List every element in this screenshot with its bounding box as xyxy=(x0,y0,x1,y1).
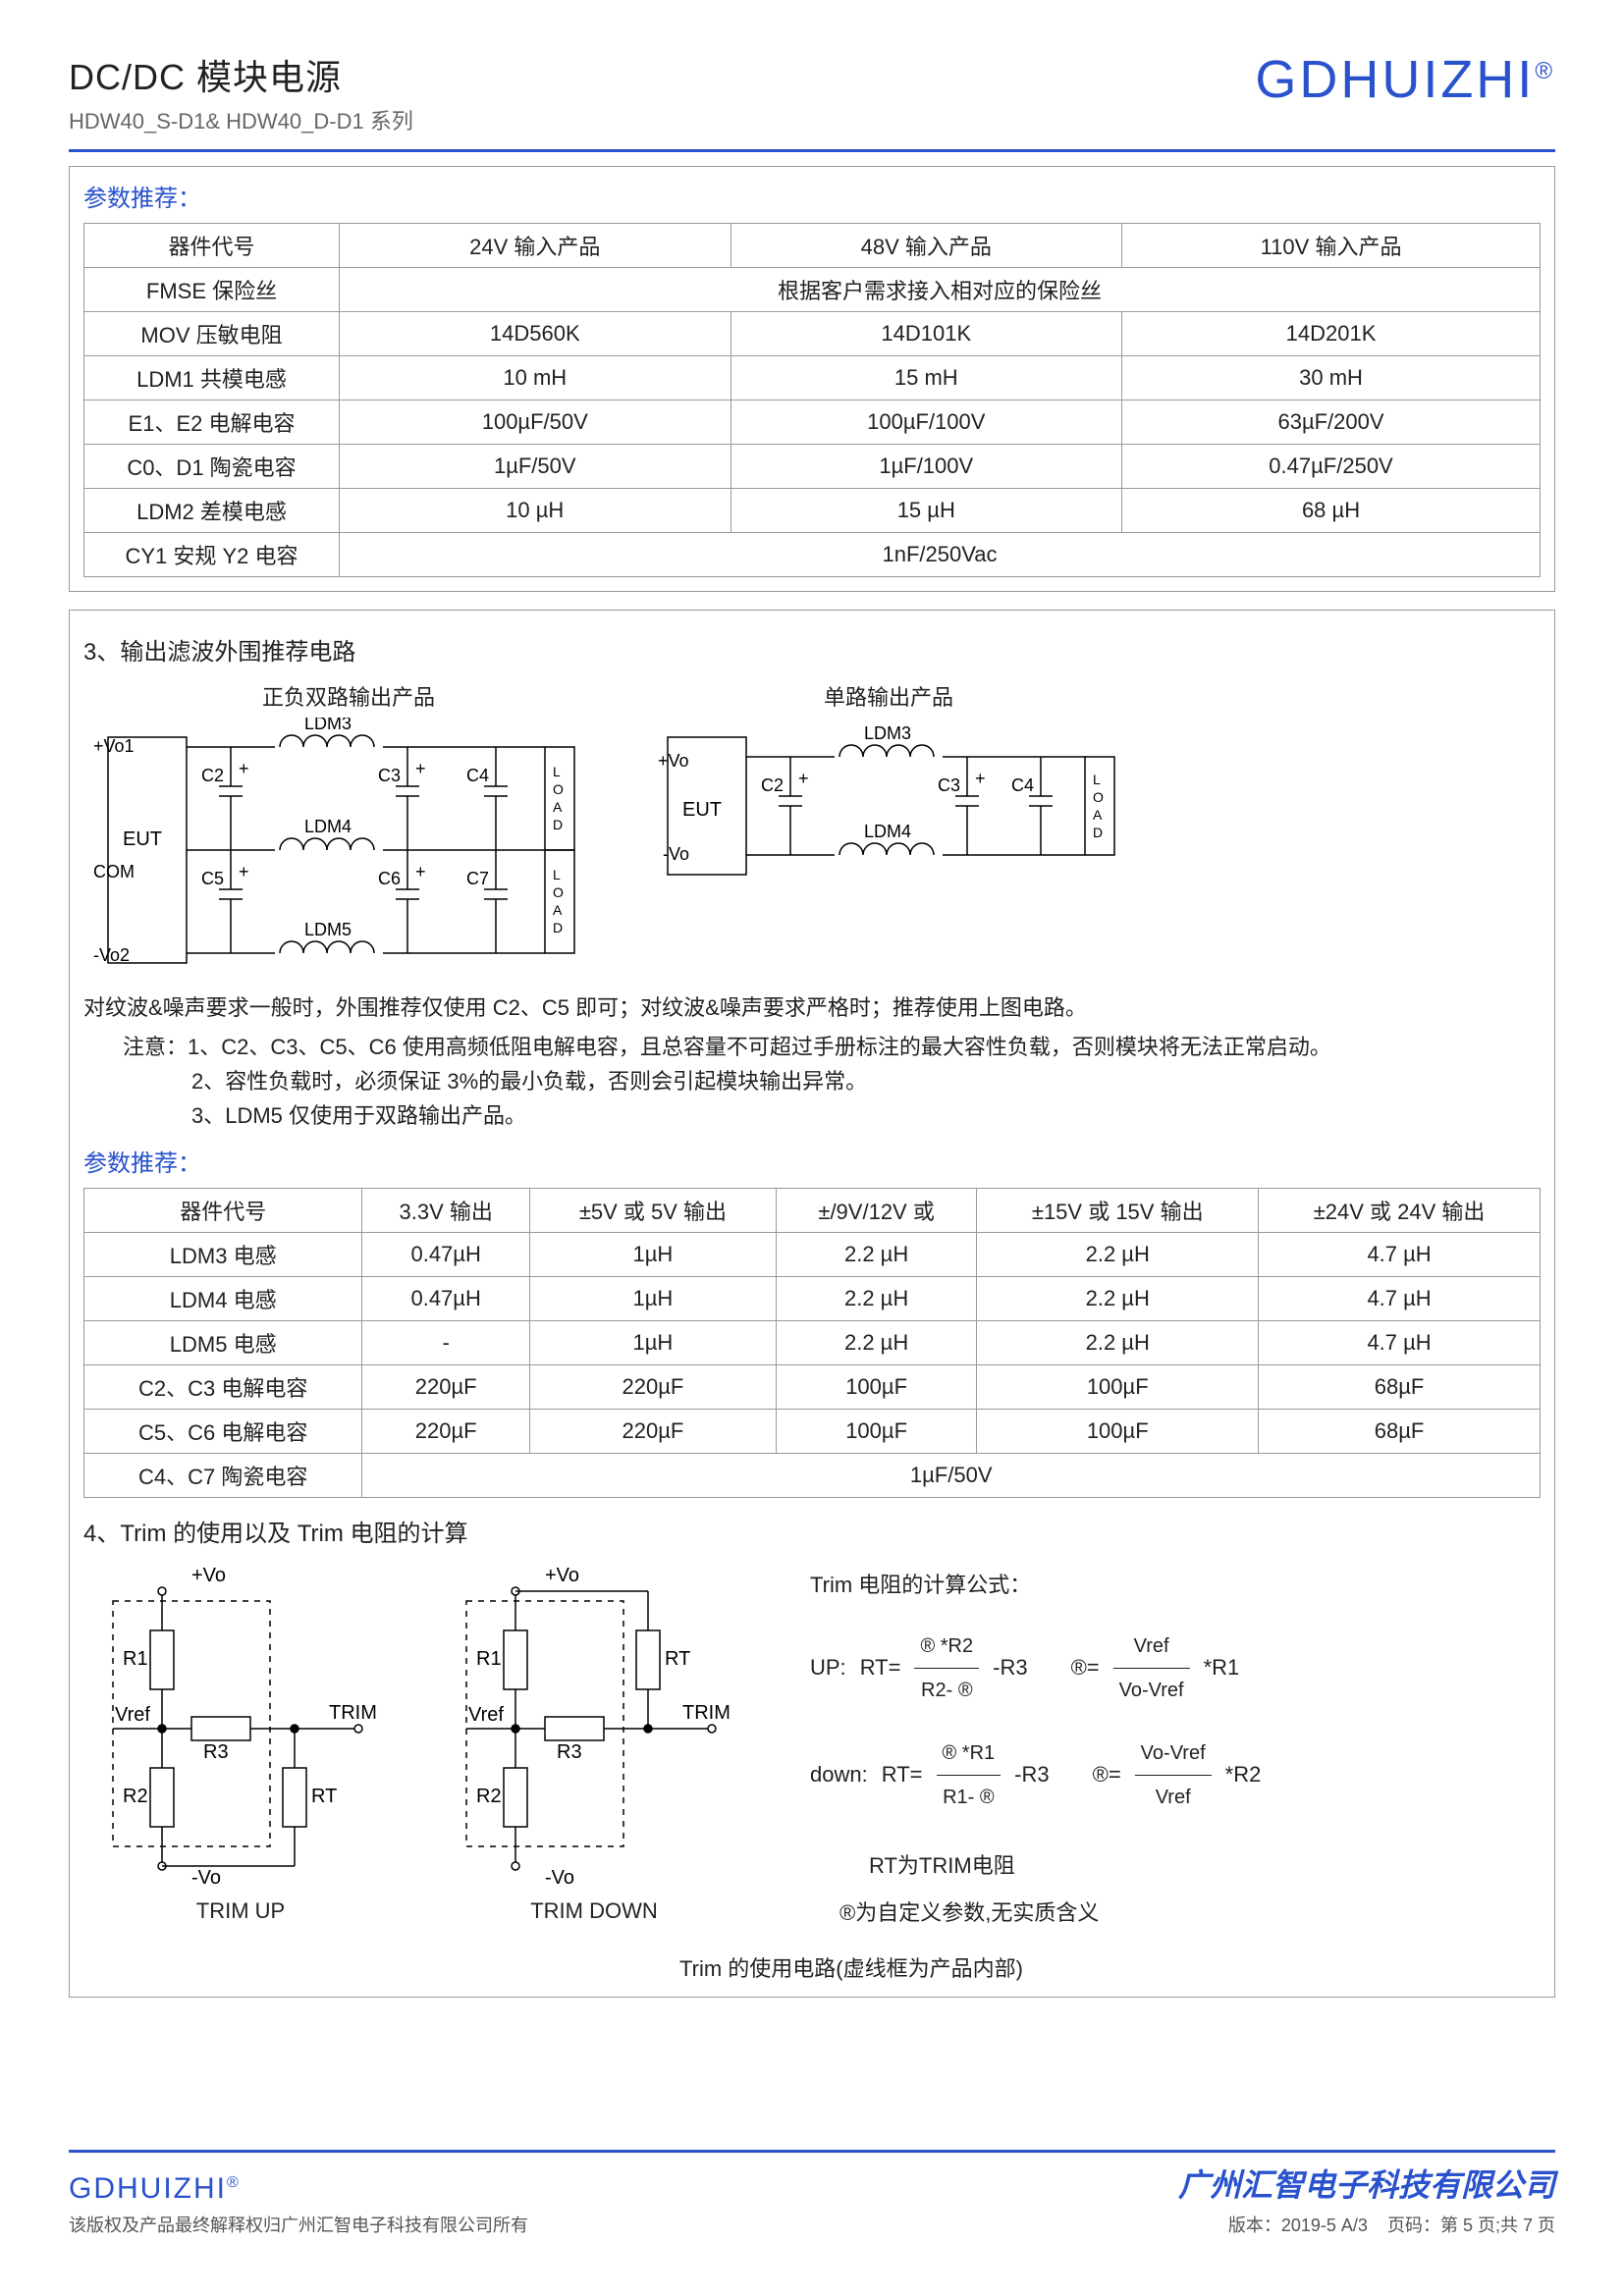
svg-text:O: O xyxy=(553,781,564,797)
svg-text:C3: C3 xyxy=(378,766,401,785)
trim-caption: Trim 的使用电路(虚线框为产品内部) xyxy=(162,1951,1541,1983)
section3-box: 3、输出滤波外围推荐电路 正负双路输出产品 +Vo1 EUT COM -Vo2 xyxy=(69,610,1555,1998)
svg-text:D: D xyxy=(553,817,563,832)
footer-company: 广州汇智电子科技有限公司 xyxy=(1178,2161,1555,2206)
svg-text:-Vo: -Vo xyxy=(663,844,689,864)
svg-text:+: + xyxy=(798,769,809,788)
svg-text:+: + xyxy=(239,862,249,881)
footer-page: 页码：第 5 页;共 7 页 xyxy=(1387,2216,1555,2235)
svg-text:RT: RT xyxy=(665,1648,690,1670)
svg-text:EUT: EUT xyxy=(123,828,162,850)
svg-text:RT: RT xyxy=(311,1786,337,1807)
section3-note: 对纹波&噪声要求一般时，外围推荐仅使用 C2、C5 即可；对纹波&噪声要求严格时… xyxy=(83,991,1541,1024)
svg-text:L: L xyxy=(553,764,561,779)
formula-title: Trim 电阻的计算公式： xyxy=(810,1562,1261,1609)
svg-text:COM: COM xyxy=(93,862,135,881)
diag2-title: 单路输出产品 xyxy=(643,680,1134,712)
svg-text:C4: C4 xyxy=(1011,775,1034,795)
section4-title: 4、Trim 的使用以及 Trim 电阻的计算 xyxy=(83,1514,1541,1548)
section3-note2: 2、容性负载时，必须保证 3%的最小负载，否则会引起模块输出异常。 xyxy=(191,1064,1541,1098)
svg-text:C3: C3 xyxy=(938,775,960,795)
svg-text:D: D xyxy=(1093,825,1103,840)
svg-text:Vref: Vref xyxy=(468,1704,504,1726)
svg-text:+: + xyxy=(239,759,249,778)
svg-text:TRIM: TRIM xyxy=(682,1702,731,1724)
output-filter-diagrams: 正负双路输出产品 +Vo1 EUT COM -Vo2 LDM3 xyxy=(83,680,1541,978)
svg-text:A: A xyxy=(553,799,563,815)
param2-table: 器件代号3.3V 输出±5V 或 5V 输出±/9V/12V 或±15V 或 1… xyxy=(83,1188,1541,1498)
svg-text:+: + xyxy=(975,769,986,788)
brand-logo: GDHUIZHI® xyxy=(1255,49,1555,110)
param1-table: 器件代号24V 输入产品48V 输入产品110V 输入产品 FMSE 保险丝根据… xyxy=(83,223,1541,577)
svg-text:-Vo: -Vo xyxy=(545,1867,574,1886)
trim-formulas: Trim 电阻的计算公式： UP: RT= ® *R2R2- ® -R3 ®= … xyxy=(810,1562,1261,1938)
page-header: DC/DC 模块电源 HDW40_S-D1& HDW40_D-D1 系列 GDH… xyxy=(69,49,1555,143)
param1-title: 参数推荐： xyxy=(83,179,1541,213)
section3-note3: 3、LDM5 仅使用于双路输出产品。 xyxy=(191,1098,1541,1133)
svg-text:LDM4: LDM4 xyxy=(864,822,911,841)
svg-text:L: L xyxy=(1093,772,1101,787)
footer-logo: GDHUIZHI® xyxy=(69,2172,241,2206)
svg-text:+: + xyxy=(415,862,426,881)
svg-text:-Vo: -Vo xyxy=(191,1867,221,1886)
page-title: DC/DC 模块电源 xyxy=(69,49,1255,100)
svg-text:R3: R3 xyxy=(557,1741,582,1763)
svg-text:O: O xyxy=(1093,789,1104,805)
page-footer: GDHUIZHI® 广州汇智电子科技有限公司 该版权及产品最终解释权归广州汇智电… xyxy=(69,2142,1555,2237)
svg-text:C5: C5 xyxy=(201,869,224,888)
svg-text:Vref: Vref xyxy=(115,1704,150,1726)
svg-text:C2: C2 xyxy=(761,775,784,795)
trim-up-circuit: +Vo R1 R2 Vref xyxy=(83,1562,398,1886)
svg-text:+Vo1: +Vo1 xyxy=(93,736,135,756)
svg-text:LDM3: LDM3 xyxy=(864,723,911,743)
svg-text:C7: C7 xyxy=(466,869,489,888)
header-rule xyxy=(69,149,1555,152)
svg-text:+Vo: +Vo xyxy=(191,1565,226,1586)
svg-text:O: O xyxy=(553,884,564,900)
formula-note1: RT为TRIM电阻 xyxy=(869,1842,1261,1890)
svg-text:-Vo2: -Vo2 xyxy=(93,945,130,965)
page-subtitle: HDW40_S-D1& HDW40_D-D1 系列 xyxy=(69,104,1255,135)
svg-text:TRIM: TRIM xyxy=(329,1702,377,1724)
section3-note1: 注意：1、C2、C3、C5、C6 使用高频低阻电解电容，且总容量不可超过手册标注… xyxy=(123,1030,1541,1064)
svg-text:R3: R3 xyxy=(203,1741,229,1763)
svg-text:A: A xyxy=(1093,807,1103,823)
svg-text:C4: C4 xyxy=(466,766,489,785)
svg-text:+Vo: +Vo xyxy=(658,751,689,771)
trim-down-label: TRIM DOWN xyxy=(437,1898,751,1924)
svg-text:D: D xyxy=(553,920,563,935)
svg-text:R2: R2 xyxy=(476,1786,502,1807)
svg-text:C2: C2 xyxy=(201,766,224,785)
svg-text:+: + xyxy=(415,759,426,778)
footer-version: 版本：2019-5 A/3 xyxy=(1228,2216,1368,2235)
dual-output-circuit: +Vo1 EUT COM -Vo2 LDM3 LDM4 xyxy=(83,718,614,973)
formula-note2: ®为自定义参数,无实质含义 xyxy=(839,1890,1261,1937)
svg-text:EUT: EUT xyxy=(682,799,722,821)
svg-text:R1: R1 xyxy=(476,1648,502,1670)
diag1-title: 正负双路输出产品 xyxy=(83,680,614,712)
trim-down-circuit: +Vo R1 R2 Vref R3 TRIM xyxy=(437,1562,751,1886)
svg-text:R2: R2 xyxy=(123,1786,148,1807)
svg-text:A: A xyxy=(553,902,563,918)
trim-row: +Vo R1 R2 Vref xyxy=(83,1562,1541,1938)
svg-text:L: L xyxy=(553,867,561,882)
svg-text:R1: R1 xyxy=(123,1648,148,1670)
section3-title: 3、输出滤波外围推荐电路 xyxy=(83,632,1541,667)
svg-text:+Vo: +Vo xyxy=(545,1565,579,1586)
svg-text:LDM3: LDM3 xyxy=(304,718,352,733)
param-box-1: 参数推荐： 器件代号24V 输入产品48V 输入产品110V 输入产品 FMSE… xyxy=(69,166,1555,592)
trim-up-label: TRIM UP xyxy=(83,1898,398,1924)
param2-title: 参数推荐： xyxy=(83,1144,1541,1178)
svg-text:LDM4: LDM4 xyxy=(304,817,352,836)
single-output-circuit: +Vo EUT -Vo LDM3 LDM4 C2 + xyxy=(643,718,1134,894)
svg-text:LDM5: LDM5 xyxy=(304,920,352,939)
svg-text:C6: C6 xyxy=(378,869,401,888)
footer-copyright: 该版权及产品最终解释权归广州汇智电子科技有限公司所有 xyxy=(69,2212,528,2237)
